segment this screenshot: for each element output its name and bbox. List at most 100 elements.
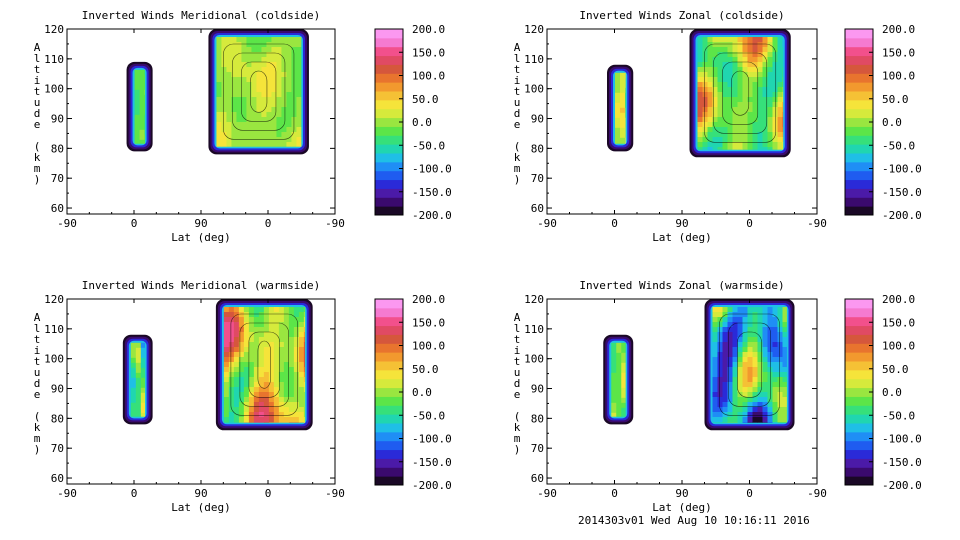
data-cell	[712, 132, 718, 138]
data-cell	[288, 377, 295, 383]
data-cell	[757, 387, 763, 393]
data-cell	[303, 322, 306, 328]
data-cell	[747, 387, 753, 393]
data-cell	[752, 397, 758, 403]
data-cell	[226, 137, 232, 143]
data-cell	[732, 117, 738, 123]
data-cell	[722, 332, 728, 338]
data-cell	[717, 342, 723, 348]
data-cell	[271, 102, 277, 108]
data-cell	[288, 357, 295, 363]
data-cell	[747, 312, 753, 318]
data-cell	[223, 307, 230, 313]
data-cell	[625, 112, 626, 119]
colorbar-tick-label: -100.0	[412, 163, 452, 176]
data-cell	[702, 117, 708, 123]
data-cell	[616, 352, 622, 359]
data-cell	[757, 97, 763, 103]
data-cell	[722, 412, 728, 418]
data-cell	[283, 397, 290, 403]
data-cell	[226, 72, 232, 78]
data-cell	[747, 37, 753, 43]
data-cell	[228, 397, 235, 403]
data-cell	[256, 57, 262, 63]
data-cell	[772, 392, 778, 398]
data-cell	[772, 342, 778, 348]
data-cell	[727, 62, 733, 68]
data-cell	[712, 317, 718, 323]
data-cell	[727, 357, 733, 363]
data-cell	[243, 357, 250, 363]
data-cell	[253, 387, 260, 393]
data-cell	[717, 57, 723, 63]
data-cell	[712, 77, 718, 83]
data-cell	[271, 37, 277, 43]
data-cell	[253, 392, 260, 398]
data-cell	[702, 147, 708, 150]
data-cell	[221, 77, 227, 83]
data-cell	[717, 82, 723, 88]
data-cell	[261, 42, 267, 48]
data-cell	[298, 327, 305, 333]
y-tick-label: 110	[524, 323, 544, 336]
data-cell	[271, 77, 277, 83]
data-cell	[283, 332, 290, 338]
data-cell	[727, 47, 733, 53]
data-cell	[762, 387, 768, 393]
data-cell	[296, 87, 302, 93]
data-cell	[266, 42, 272, 48]
data-cell	[253, 322, 260, 328]
data-cell	[615, 142, 621, 144]
data-cell	[702, 112, 708, 118]
data-cell	[134, 104, 140, 111]
data-cell	[722, 117, 728, 123]
data-cell	[296, 117, 302, 123]
data-cell	[216, 122, 222, 128]
data-cell	[134, 124, 140, 131]
data-cell	[130, 412, 137, 417]
data-cell	[273, 397, 280, 403]
colorbar-swatch	[375, 55, 403, 65]
data-cell	[757, 92, 763, 98]
data-cell	[712, 357, 718, 363]
data-cell	[742, 417, 748, 423]
data-cell	[283, 312, 290, 318]
data-cell	[722, 347, 728, 353]
data-cell	[238, 327, 245, 333]
x-tick-label: 90	[675, 217, 688, 230]
data-cell	[236, 52, 242, 58]
y-tick-label: 100	[524, 83, 544, 96]
data-cell	[140, 397, 146, 404]
data-cell	[767, 147, 773, 150]
data-cell	[722, 47, 728, 53]
data-cell	[742, 322, 748, 328]
data-cell	[712, 402, 718, 408]
data-cell	[276, 42, 282, 48]
data-cell	[742, 307, 748, 313]
data-cell	[283, 422, 290, 423]
data-cell	[256, 92, 262, 98]
data-cell	[727, 317, 733, 323]
colorbar-tick-label: -100.0	[882, 433, 922, 446]
data-cell	[241, 132, 247, 138]
data-cell	[228, 417, 235, 423]
data-cell	[752, 392, 758, 398]
data-cell	[615, 127, 621, 134]
data-cell	[238, 362, 245, 368]
data-cell	[620, 82, 626, 89]
data-cell	[737, 347, 743, 353]
data-cell	[243, 392, 250, 398]
data-cell	[233, 382, 240, 388]
data-cell	[246, 137, 252, 143]
data-cell	[747, 402, 753, 408]
data-cell	[757, 422, 763, 423]
data-cell	[238, 402, 245, 408]
data-cell	[747, 137, 753, 143]
data-cell	[707, 92, 713, 98]
data-cell	[782, 77, 784, 83]
data-cell	[727, 57, 733, 63]
data-cell	[233, 417, 240, 423]
data-cell	[251, 92, 257, 98]
data-cell	[233, 357, 240, 363]
